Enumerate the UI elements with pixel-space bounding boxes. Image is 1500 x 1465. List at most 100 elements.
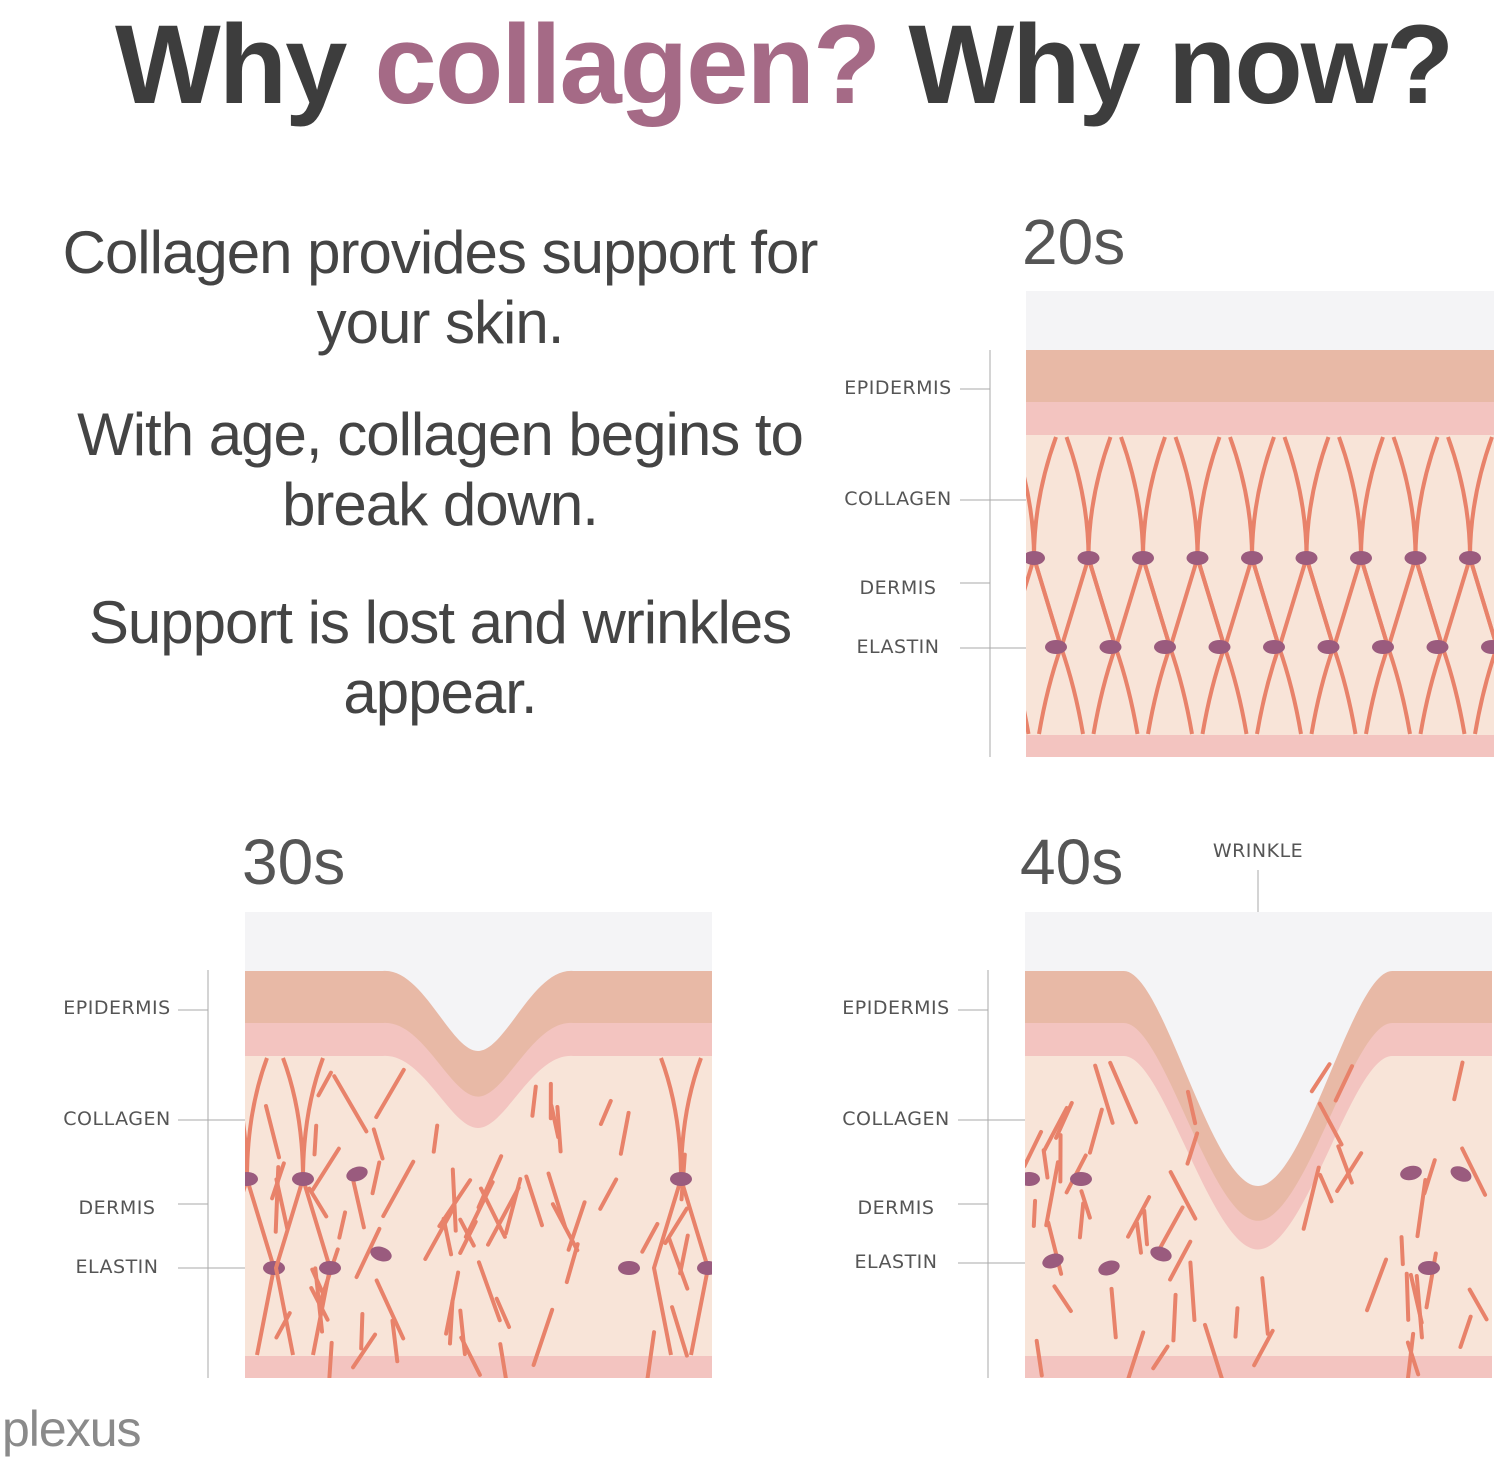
skin-diagram-30s [245,912,712,1378]
elastin-node [1132,551,1154,565]
label-wrinkle: WRINKLE [1212,840,1304,862]
dermis-layer [245,1055,712,1378]
elastin-node [1099,640,1122,654]
collagen-fragment [1252,1328,1275,1368]
collagen-fragment [479,1186,507,1239]
elastin-node [1077,551,1100,565]
collagen-fragment [1054,1100,1074,1140]
elastin-node [1241,551,1263,565]
collagen-fragment [390,1318,400,1364]
label-collagen: COLLAGEN [842,1108,950,1130]
collagen-fragment [349,1172,366,1230]
collagen-fragment [1415,1178,1428,1239]
elastin-node [1426,640,1449,654]
elastin-node [1481,640,1494,654]
collagen-fragment [549,1103,561,1139]
collagen-fragment [1467,1287,1489,1322]
collagen-fiber [1386,557,1418,648]
label-collagen: COLLAGEN [63,1108,171,1130]
collagen-fragment [1109,1286,1118,1340]
intro-line-2: With age, collagen begins to break down. [77,401,804,538]
title-part1: Why [115,2,375,127]
collagen-fragment [273,1165,281,1234]
collagen-fragment [1126,1195,1152,1239]
elastin-node [1208,640,1231,654]
collagen-fragment [1042,1106,1069,1153]
collagen-fragment [645,1330,657,1378]
label-collagen: COLLAGEN [844,488,952,510]
collagen-fragment [1151,1344,1170,1371]
collagen-fragment [1406,1331,1416,1378]
collagen-fragment [1460,1146,1488,1197]
elastin-node [1350,551,1372,565]
collagen-fragment [1079,1189,1092,1220]
collagen-fiber [1059,557,1091,648]
collagen-fragment [374,1278,406,1341]
collagen-fragment [327,1340,334,1378]
collagen-fragment [1168,1170,1198,1221]
collagen-fragment [1458,1314,1473,1349]
title-part2: Why now? [879,2,1454,127]
collagen-fragment [1452,1060,1465,1102]
collagen-fragment [351,1332,378,1370]
intro-line-1: Collagen provides support for your skin. [62,219,819,356]
collagen-fragment [531,1307,555,1368]
collagen-fragment [546,1171,568,1230]
elastin-node [1045,640,1067,654]
collagen-fiber [1026,557,1036,592]
collagen-fragment [1093,1063,1115,1125]
collagen-fragment [524,1174,544,1228]
collagen-fragment [444,1270,461,1336]
collagen-fragment [450,1167,458,1233]
collagen-fragment [1188,1260,1197,1323]
collagen-fragment [1135,1221,1143,1255]
collagen-fiber [1114,557,1145,648]
hypodermis-band [1025,1356,1492,1378]
collagen-fragment [1365,1257,1389,1313]
intro-line-3: Support is lost and wrinkles appear. [88,589,792,726]
elastin-node [1418,1261,1440,1275]
elastin-node [618,1261,640,1275]
elastin-node [1150,1246,1172,1262]
label-epidermis: EPIDERMIS [842,997,950,1019]
age-40s: 40s [1020,826,1124,898]
label-epidermis: EPIDERMIS [844,377,952,399]
collagen-fragment [1399,1235,1405,1267]
collagen-fragment [1156,1205,1185,1253]
collagen-fragment [371,1127,385,1161]
collagen-fragment [1336,1144,1354,1185]
elastin-node [245,1172,258,1186]
collagen-fragment [1041,1148,1050,1180]
collagen-fragment [1333,1064,1355,1103]
page-title: Why collagen? Why now? [115,0,1454,130]
elastin-node [370,1246,392,1262]
collagen-fragment [1108,1060,1139,1125]
elastin-node [1450,1166,1472,1182]
collagen-fragment [486,1185,521,1247]
elastin-node [319,1261,341,1275]
collagen-fragment [494,1296,512,1330]
elastin-node [1186,551,1209,565]
title-accent: collagen? [374,2,882,127]
collagen-fragment [1203,1322,1224,1378]
label-elastin: ELASTIN [856,636,940,658]
age-30s: 30s [242,826,346,898]
label-dermis: DERMIS [78,1197,156,1219]
label-elastin: ELASTIN [854,1251,938,1273]
collagen-fragment [374,1067,406,1120]
hypodermis-band [245,1356,712,1378]
hypodermis-band [1026,735,1494,757]
collagen-fragment [1087,1107,1104,1155]
collagen-fragment [667,1236,690,1291]
elastin-node [1154,640,1176,654]
collagen-fragment [598,1177,619,1211]
collagen-fragment [555,1105,563,1154]
collagen-fragment [1408,1272,1424,1325]
collagen-fiber [1277,557,1309,648]
collagen-fragment [337,1210,348,1240]
age-20s: 20s [1022,206,1126,278]
elastin-node [1042,1253,1064,1269]
elastin-node [670,1172,692,1186]
collagen-fragment [476,1260,502,1323]
collagen-fragment [1126,1330,1146,1378]
